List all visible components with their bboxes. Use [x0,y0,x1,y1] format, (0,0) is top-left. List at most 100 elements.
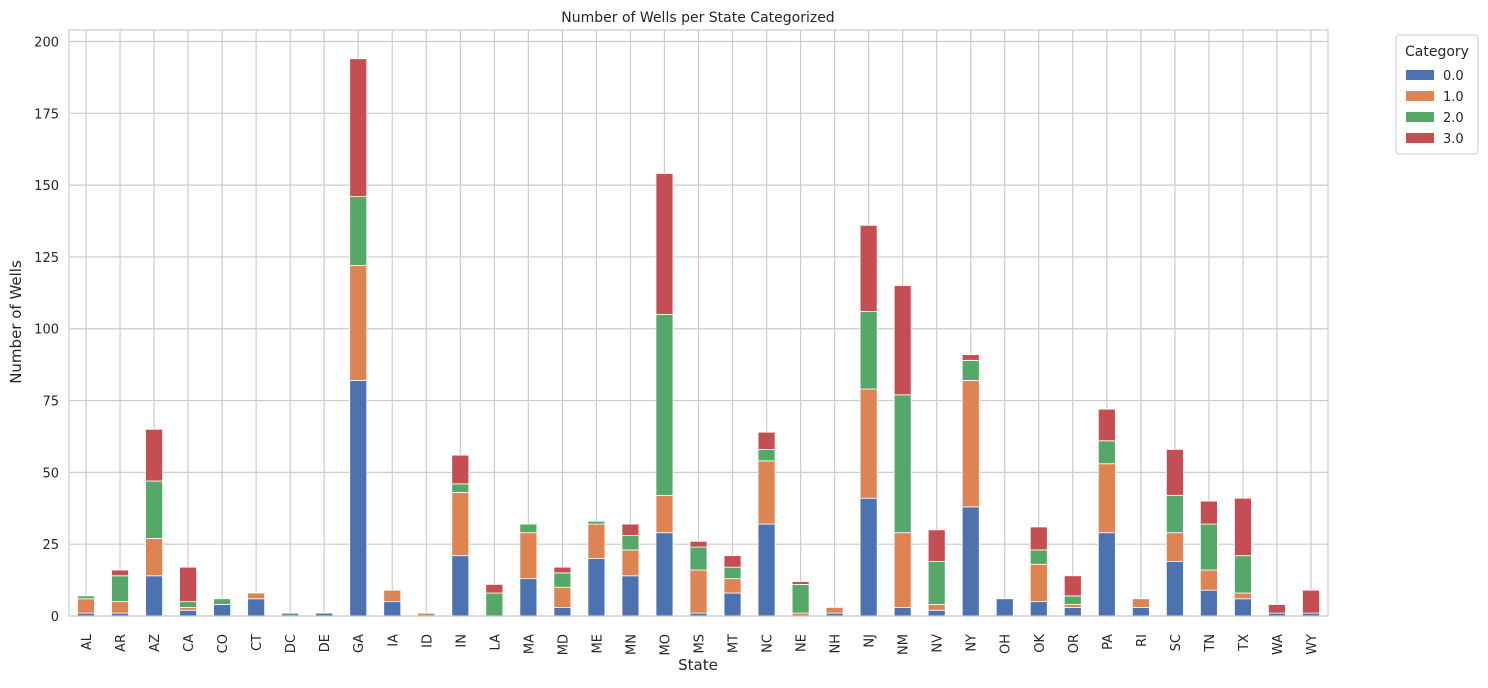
bar-segment-nm-cat-2-0 [893,394,912,534]
bar-segment-sc-cat-1-0 [1165,532,1184,562]
bar-segment-mt-cat-3-0 [723,555,742,568]
bar-segment-ma-cat-2-0 [519,523,538,534]
legend-swatch [1406,133,1434,143]
bar-segment-mo-cat-1-0 [655,494,674,534]
bar-segment-ar-cat-3-0 [111,569,129,577]
x-tick-label: AZ [148,634,163,652]
bar-segment-nj-cat-3-0 [859,224,878,312]
grid [69,30,1328,617]
y-tick-label: 150 [34,179,59,194]
bar-segment-al-cat-1-0 [77,598,95,614]
x-tick-label: DC [284,634,299,653]
y-tick-label: 200 [34,35,59,50]
x-tick-label: NM [897,634,912,655]
bar-segment-nj-cat-2-0 [859,311,878,390]
bar-segment-md-cat-2-0 [553,572,572,588]
x-tick-label: OK [1033,634,1048,653]
legend-swatch [1406,70,1434,80]
bar-segment-sc-cat-2-0 [1165,494,1184,534]
x-tick-label: NY [965,634,980,652]
bar-segment-ga-cat-0-0 [349,380,368,617]
legend-label: 2.0 [1443,111,1464,126]
x-tick-label: CA [182,634,197,652]
bar-segment-ok-cat-1-0 [1029,563,1048,603]
bar-segment-in-cat-0-0 [451,555,470,617]
bar-segment-md-cat-0-0 [553,606,572,617]
tick-labels: 0 25 50 75 100 125 150 175 200 AL AR AZ CA CO CT DC DE GA… [34,35,1320,655]
bar-segment-or-cat-3-0 [1063,575,1082,597]
bar-segment-ar-cat-1-0 [111,601,129,614]
bar-segment-ri-cat-1-0 [1131,598,1150,608]
x-tick-label: MN [624,634,639,655]
bar-segment-la-cat-2-0 [485,592,504,617]
bar-segment-mo-cat-2-0 [655,313,674,496]
x-tick-label: OR [1067,634,1082,653]
x-tick-label: MD [556,634,571,655]
bar-segment-ca-cat-0-0 [179,609,198,617]
x-tick-label: TN [1203,634,1218,653]
bar-segment-az-cat-3-0 [145,428,163,482]
bar-segment-ny-cat-1-0 [961,380,980,508]
bar-segment-sc-cat-0-0 [1165,561,1184,617]
bar-segment-md-cat-1-0 [553,586,572,608]
x-tick-label: WY [1305,634,1320,655]
x-tick-label: CT [250,634,265,651]
x-tick-label: ME [590,634,605,653]
bar-segment-mt-cat-1-0 [723,578,742,594]
y-axis-label: Number of Wells [7,260,25,384]
bar-segment-in-cat-1-0 [451,492,470,557]
bar-segment-ms-cat-1-0 [689,569,708,614]
legend-title: Category [1405,44,1469,60]
y-tick-label: 0 [51,610,59,625]
y-tick-label: 125 [34,251,59,266]
x-axis-label: State [678,656,718,674]
bar-segment-mo-cat-3-0 [655,173,674,315]
x-tick-label: WA [1271,634,1286,655]
bar-segment-ar-cat-2-0 [111,575,129,603]
bar-segment-tx-cat-2-0 [1234,555,1252,594]
bar-segment-nc-cat-1-0 [757,460,776,525]
x-tick-label: LA [488,634,503,651]
bar-segment-me-cat-0-0 [587,558,606,617]
bar-segment-mn-cat-3-0 [621,523,640,536]
bar-segment-ny-cat-2-0 [961,359,980,381]
x-tick-label: IN [454,634,469,648]
bar-segment-in-cat-2-0 [451,483,470,493]
chart-title: Number of Wells per State Categorized [561,10,834,26]
bar-segment-co-cat-2-0 [213,598,232,605]
bar-segment-nm-cat-1-0 [893,532,912,608]
bar-segment-ga-cat-3-0 [349,58,368,198]
x-tick-label: DE [318,634,333,652]
bar-segment-ct-cat-1-0 [247,592,266,600]
bar-segment-tx-cat-3-0 [1234,497,1252,557]
bar-segment-mn-cat-2-0 [621,535,640,551]
y-tick-label: 175 [34,107,59,122]
legend-items: 0.0 1.0 2.0 3.0 [1406,69,1464,147]
x-tick-label: MS [693,634,708,653]
bar-segment-ne-cat-2-0 [791,584,810,614]
x-tick-label: PA [1101,634,1116,650]
bar-segment-ca-cat-1-0 [179,606,198,611]
x-tick-label: NC [761,634,776,653]
bar-segment-in-cat-3-0 [451,454,470,485]
bar-segment-ia-cat-1-0 [383,589,402,603]
bar-segment-ct-cat-0-0 [247,598,266,617]
x-tick-label: GA [352,634,367,653]
bar-segment-ca-cat-2-0 [179,601,198,608]
bar-segment-nc-cat-0-0 [757,523,776,617]
x-tick-label: NE [795,634,810,652]
bar-segment-az-cat-1-0 [145,538,163,577]
x-tick-label: IA [386,634,401,647]
bar-segment-tx-cat-0-0 [1234,598,1252,617]
y-tick-label: 75 [42,395,59,410]
x-tick-label: MT [727,634,742,653]
bar-segment-ok-cat-0-0 [1029,601,1048,617]
bar-segment-tx-cat-1-0 [1234,592,1252,600]
bar-segment-ga-cat-1-0 [349,265,368,381]
bar-segment-pa-cat-0-0 [1097,532,1116,617]
legend-swatch [1406,112,1434,122]
bars [77,58,1320,617]
bar-segment-pa-cat-2-0 [1097,440,1116,465]
x-tick-label: RI [1135,634,1150,647]
